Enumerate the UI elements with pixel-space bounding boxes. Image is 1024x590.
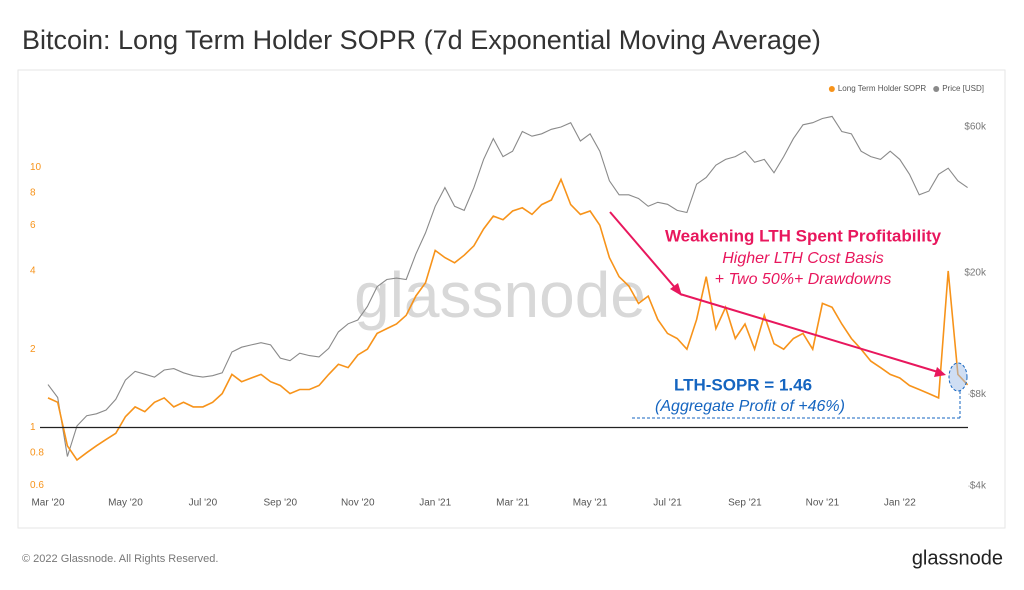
y2-tick-label: $4k [970,481,987,492]
y-tick-label: 0.8 [30,447,44,458]
x-tick-label: Jan '22 [884,498,916,509]
y-tick-label: 1 [30,422,36,433]
highlight [948,362,968,392]
watermark: glassnode [354,259,646,331]
x-tick-label: Nov '21 [806,498,840,509]
legend-label: Price [USD] [942,84,984,93]
x-tick-label: Sep '21 [728,498,762,509]
x-tick-label: Sep '20 [264,498,298,509]
annotation: Weakening LTH Spent Profitability [665,226,942,245]
chart-title: Bitcoin: Long Term Holder SOPR (7d Expon… [22,25,821,55]
series-line [47,115,968,457]
y2-tick-label: $8k [970,389,987,400]
x-tick-label: Jan '21 [419,498,451,509]
y-tick-label: 10 [30,162,42,173]
y-tick-label: 4 [30,266,36,277]
chart-panel [17,69,1006,529]
x-tick-label: Mar '21 [496,498,529,509]
series-line [47,177,969,462]
x-tick-label: Nov '20 [341,498,375,509]
annotation: (Aggregate Profit of +46%) [655,398,845,415]
y2-tick-label: $20k [964,267,987,278]
y-tick-label: 6 [30,220,36,231]
y-tick-label: 8 [30,187,36,198]
legend-swatch [828,86,835,92]
y2-tick-label: $60k [964,122,987,133]
annotation: Higher LTH Cost Basis [722,250,884,267]
x-tick-label: Mar '20 [31,498,64,509]
annotation: + Two 50%+ Drawdowns [715,271,892,288]
arrow-head [934,367,946,377]
plot: 0.6 0.8 1 2 4 6 8 10 $4k $8k $20k $60k Mar '20 May '2… [30,84,987,509]
arrow [679,293,939,373]
legend-swatch [933,86,940,92]
brand: glassnode [912,547,1003,569]
arrow [609,211,678,291]
x-tick-label: Jul '21 [653,498,682,509]
legend-label: Long Term Holder SOPR [838,84,927,93]
x-tick-label: May '21 [573,498,608,509]
x-tick-label: May '20 [108,498,143,509]
footer: © 2022 Glassnode. All Rights Reserved. [22,553,218,565]
x-tick-label: Jul '20 [189,498,218,509]
y-tick-label: 2 [30,344,36,355]
arrow-head [670,283,682,296]
annotation: LTH-SOPR = 1.46 [674,375,812,394]
y-tick-label: 0.6 [30,480,44,491]
